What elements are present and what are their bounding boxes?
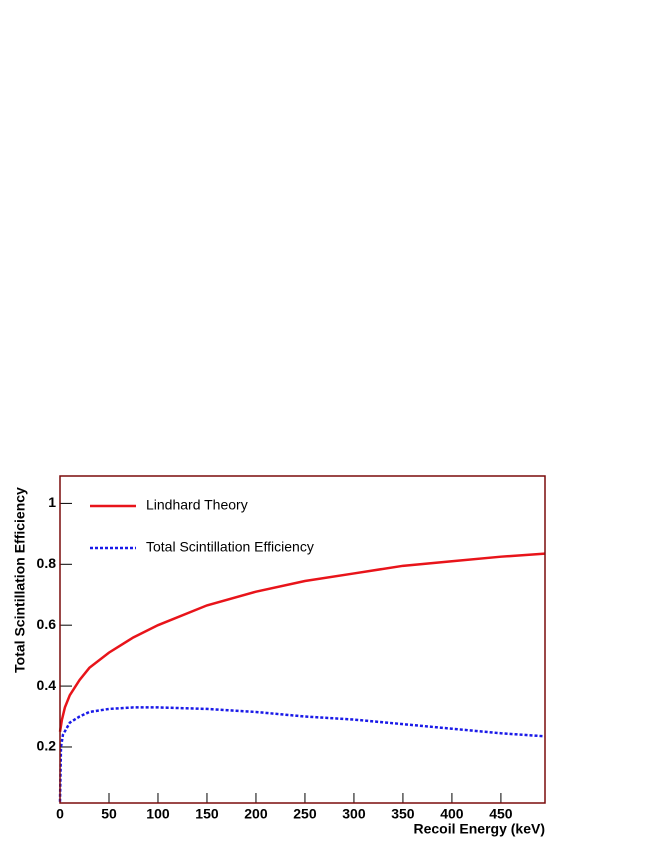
y-tick-label: 0.2 <box>37 738 57 754</box>
y-tick-label: 0.6 <box>37 616 57 632</box>
y-axis-label: Total Scintillation Efficiency <box>12 487 28 673</box>
x-tick-label: 250 <box>293 806 317 822</box>
x-tick-label: 150 <box>195 806 219 822</box>
y-tick-label: 0.4 <box>37 677 57 693</box>
y-tick-label: 0.8 <box>37 555 57 571</box>
x-tick-label: 200 <box>244 806 268 822</box>
series-line <box>58 706 546 802</box>
legend-label: Total Scintillation Efficiency <box>146 539 314 555</box>
series-line <box>58 552 546 732</box>
x-tick-label: 100 <box>146 806 170 822</box>
y-tick-label: 1 <box>48 494 56 510</box>
x-tick-label: 300 <box>342 806 366 822</box>
legend-label: Lindhard Theory <box>146 497 248 513</box>
x-tick-label: 350 <box>391 806 415 822</box>
plot-frame <box>59 475 546 804</box>
x-tick-label: 450 <box>489 806 513 822</box>
x-tick-label: 0 <box>56 806 64 822</box>
x-axis-label: Recoil Energy (keV) <box>414 821 546 837</box>
x-tick-label: 50 <box>101 806 117 822</box>
x-tick-label: 400 <box>440 806 464 822</box>
